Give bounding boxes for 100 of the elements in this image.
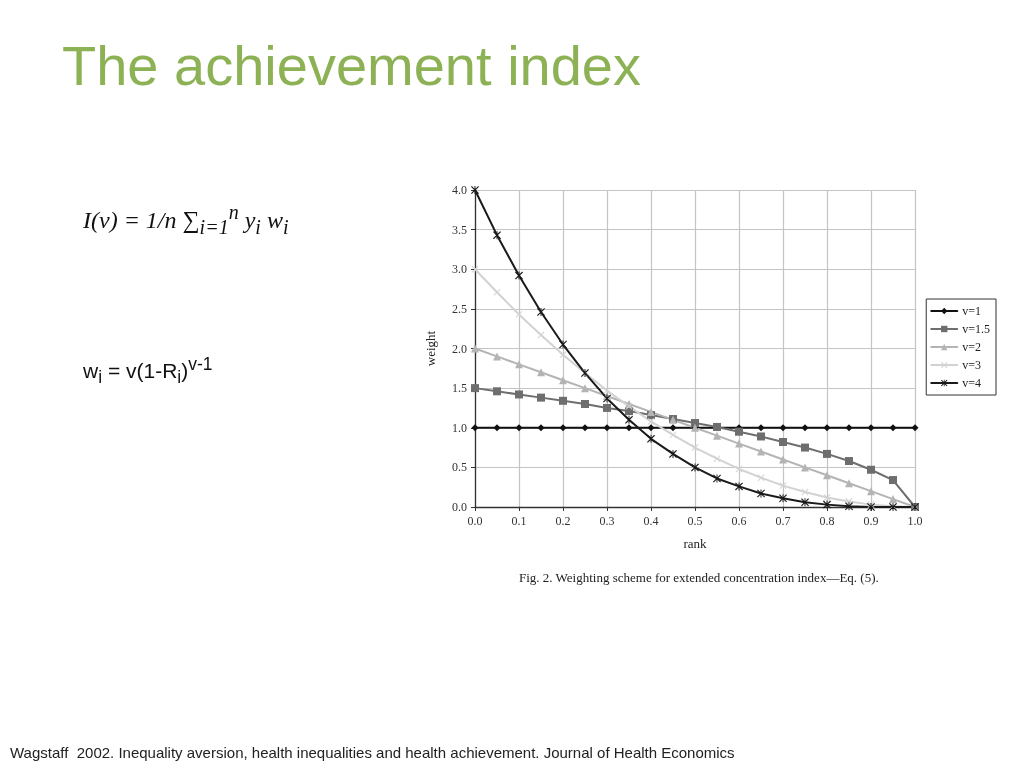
point	[625, 424, 633, 432]
legend-label: v=2	[962, 340, 982, 354]
point	[603, 424, 611, 432]
point	[515, 271, 523, 280]
point	[889, 476, 897, 485]
point	[845, 424, 853, 432]
y-tick-label: 3.0	[452, 262, 467, 277]
point	[757, 474, 765, 482]
point	[779, 424, 787, 432]
x-tick-label: 0.3	[599, 514, 615, 528]
point	[669, 424, 677, 432]
x-tick-label: 0.7	[775, 514, 791, 528]
caption: Fig. 2. Weighting scheme for extended concentration index—Eq. (5).	[519, 570, 879, 586]
x-tick-label: 0.1	[511, 514, 527, 528]
point	[581, 424, 589, 432]
point	[603, 403, 611, 412]
point	[779, 438, 787, 447]
x-tick-label: 0.4	[643, 514, 659, 528]
y-tick-label: 2.0	[452, 341, 467, 356]
point	[779, 455, 787, 464]
point	[493, 424, 501, 432]
point	[493, 387, 501, 396]
point	[691, 463, 699, 472]
y-tick-label: 3.5	[452, 222, 467, 237]
point	[845, 502, 853, 511]
legend-label: v=4	[962, 376, 982, 390]
point	[691, 444, 699, 452]
legend-label: v=1.5	[962, 322, 991, 336]
text: I(v) = 1/n ∑$_{i=1}$$^{n}$ y$_{i}$ w$_{i}$	[83, 200, 289, 239]
point	[867, 465, 875, 474]
x-tick-label: 0.5	[687, 514, 703, 528]
point	[823, 500, 831, 509]
point	[713, 474, 721, 483]
point	[823, 493, 831, 501]
point	[801, 463, 809, 472]
y-axis-title: weight	[423, 330, 438, 367]
point	[757, 489, 765, 498]
point	[537, 424, 545, 432]
point	[471, 424, 479, 432]
point	[735, 482, 743, 491]
point	[911, 424, 919, 432]
x-axis-title: rank	[683, 536, 708, 551]
point	[823, 471, 831, 480]
point	[801, 424, 809, 432]
x-tick-label: 0.2	[555, 514, 571, 528]
text: w$_{i}$ = v(1-R$_{i}$)$^{v-1}$	[83, 354, 213, 389]
x-tick-label: 0.0	[467, 514, 483, 528]
point	[823, 449, 831, 458]
point	[603, 387, 611, 394]
legend-label: v=3	[962, 358, 982, 372]
point	[691, 418, 699, 427]
point	[823, 424, 831, 432]
y-tick-label: 4.0	[452, 183, 467, 197]
point	[581, 399, 589, 408]
point	[537, 368, 545, 377]
point	[647, 424, 655, 432]
y-tick-label: 1.0	[452, 420, 467, 435]
y-tick-label: 0.5	[452, 460, 467, 475]
point	[757, 424, 765, 432]
point	[713, 431, 721, 440]
point	[801, 498, 809, 507]
point	[779, 494, 787, 503]
point	[559, 396, 567, 405]
legend-label: v=1	[962, 304, 982, 318]
point	[867, 487, 875, 496]
point	[515, 390, 523, 399]
x-tick-label: 0.6	[731, 514, 747, 528]
point	[647, 407, 655, 416]
point	[493, 352, 501, 361]
point	[801, 443, 809, 452]
point	[757, 447, 765, 456]
point	[845, 457, 853, 466]
point	[559, 340, 567, 349]
point	[471, 344, 479, 353]
point	[471, 384, 479, 393]
point	[515, 360, 523, 369]
y-tick-label: 0.0	[452, 500, 467, 514]
y-tick-label: 2.5	[452, 301, 467, 316]
x-tick-label: 1.0	[907, 514, 923, 528]
point	[647, 417, 655, 425]
x-tick-label: 0.8	[819, 514, 835, 528]
point	[889, 424, 897, 432]
x-tick-label: 0.9	[863, 514, 879, 528]
point	[735, 427, 743, 436]
point	[779, 482, 787, 490]
point	[559, 424, 567, 432]
point	[757, 432, 765, 441]
point	[515, 424, 523, 432]
point	[889, 495, 897, 504]
point	[581, 384, 589, 393]
point	[867, 424, 875, 432]
point	[537, 393, 545, 402]
point	[845, 479, 853, 488]
chart-title: The achievement index	[62, 34, 642, 97]
point	[515, 310, 523, 318]
point	[735, 439, 743, 448]
text: Wagstaff 2002. Inequality aversion, health inequalities and health achievement. Journal of Health Economics	[10, 744, 735, 762]
y-tick-label: 1.5	[452, 381, 467, 396]
point	[559, 376, 567, 385]
point	[713, 455, 721, 463]
